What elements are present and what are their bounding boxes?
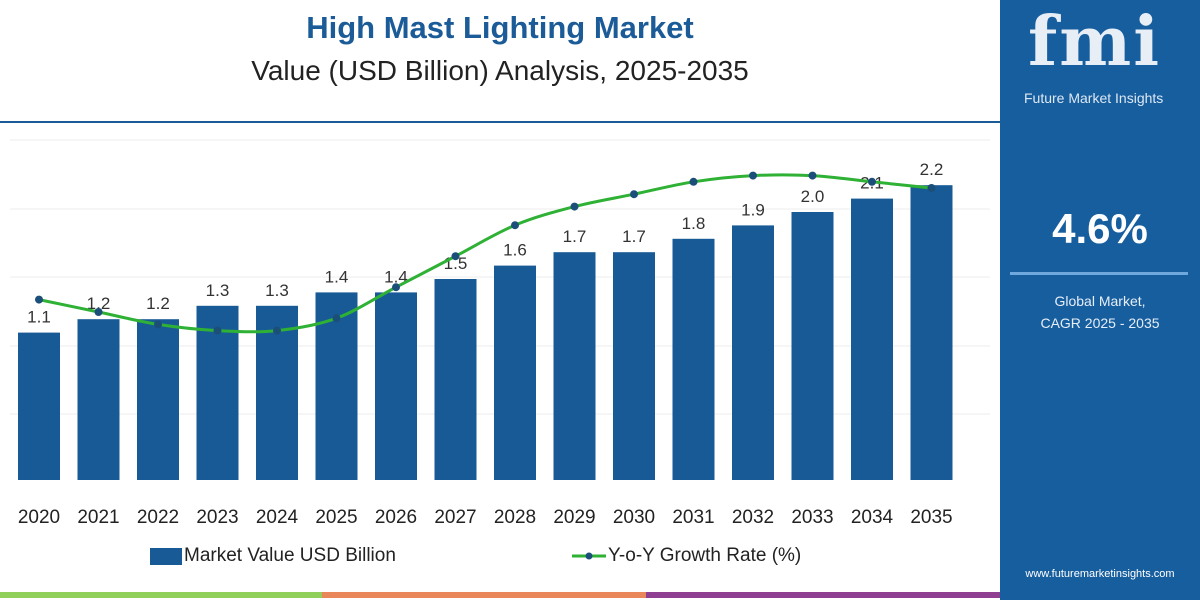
x-tick-label: 2028 [494,507,536,528]
cagr-value: 4.6% [1052,205,1148,252]
x-tick-label: 2024 [256,507,299,528]
growth-point-2023 [213,326,222,335]
bar-value-label: 1.8 [682,214,706,233]
x-tick-label: 2030 [613,507,655,528]
x-tick-label: 2031 [672,507,714,528]
bar-2023 [196,305,239,480]
footer-strip-orange [322,592,646,598]
growth-point-2020 [35,295,43,304]
legend-label: Market Value USD Billion [184,545,396,566]
bar-value-label: 1.2 [87,294,111,313]
bar-value-label: 1.1 [27,308,51,327]
bar-2029 [553,252,596,480]
summary-panel: fmi Future Market Insights 4.6% Global M… [1000,0,1200,600]
growth-point-2029 [570,202,579,211]
chart-subtitle: Value (USD Billion) Analysis, 2025-2035 [251,55,749,86]
x-tick-label: 2025 [315,507,357,528]
bar-value-label: 1.6 [503,241,527,260]
cagr-label: Global Market, [1054,293,1146,309]
bar-value-label: 2.0 [801,187,825,206]
bar-2027 [434,279,477,480]
bar-value-label: 1.9 [741,200,765,219]
bar-2032 [732,225,774,480]
growth-point-2026 [392,283,400,292]
legend-line-swatch [572,552,606,560]
website-link[interactable]: www.futuremarketinsights.com [1025,568,1175,580]
growth-point-2021 [94,308,103,316]
bar-value-label: 1.7 [563,227,587,246]
x-tick-label: 2033 [791,507,833,528]
bar-2031 [672,238,715,480]
logo-subtitle: Future Market Insights [1024,90,1164,106]
growth-point-2035 [927,184,936,192]
bar-2026 [375,292,417,480]
growth-point-2033 [808,171,817,180]
legend-label: Y-o-Y Growth Rate (%) [608,545,802,566]
legend-bar-swatch [150,547,182,565]
footer-strip-green [0,592,322,598]
legend-market-value[interactable]: Market Value USD Billion [150,545,396,567]
bar-2034 [851,198,893,480]
bar-line-chart: 1.1 2020 1.2 2021 1.2 2022 1.3 2023 1.3 2024 1.4 20… [10,139,990,528]
bar-value-label: 1.3 [265,281,289,300]
bar-2033 [791,212,834,480]
legend-growth-rate[interactable]: Y-o-Y Growth Rate (%) [572,545,801,567]
x-tick-label: 2026 [375,507,417,528]
cagr-period: CAGR 2025 - 2035 [1040,315,1160,331]
bar-value-label: 2.2 [920,160,944,179]
fmi-logo: fmi [1028,2,1162,82]
growth-point-2030 [630,190,638,199]
growth-point-2024 [273,326,281,335]
growth-point-2028 [511,221,519,230]
bar-value-label: 1.3 [206,281,230,300]
growth-point-2034 [868,177,876,186]
x-tick-label: 2034 [851,507,894,528]
bar-value-label: 1.4 [325,267,349,286]
bar-2030 [613,252,655,480]
growth-point-2032 [749,171,757,180]
header-divider [0,121,1000,123]
bar-2024 [256,305,298,480]
x-tick-label: 2022 [137,507,179,528]
bar-value-label: 1.4 [384,267,408,286]
x-tick-label: 2020 [18,507,60,528]
bar-2020 [18,332,60,480]
bar-value-label: 1.7 [622,227,646,246]
x-tick-label: 2027 [434,507,476,528]
bar-2022 [137,319,179,480]
growth-point-2022 [154,320,162,329]
bar-2028 [494,265,536,480]
growth-rate-line [38,173,932,334]
chart-title: High Mast Lighting Market [306,10,694,45]
x-tick-label: 2023 [196,507,238,528]
panel-divider [1010,272,1188,275]
x-tick-label: 2032 [732,507,774,528]
bar-value-label: 1.2 [146,294,170,313]
x-tick-label: 2021 [77,507,119,528]
growth-point-2027 [451,252,460,261]
bar-2021 [77,319,120,480]
bar-2035 [910,185,953,480]
growth-point-2031 [689,177,698,186]
footer-strip-purple [646,592,1000,598]
x-tick-label: 2029 [553,507,595,528]
x-tick-label: 2035 [910,507,952,528]
growth-point-2025 [332,314,341,323]
